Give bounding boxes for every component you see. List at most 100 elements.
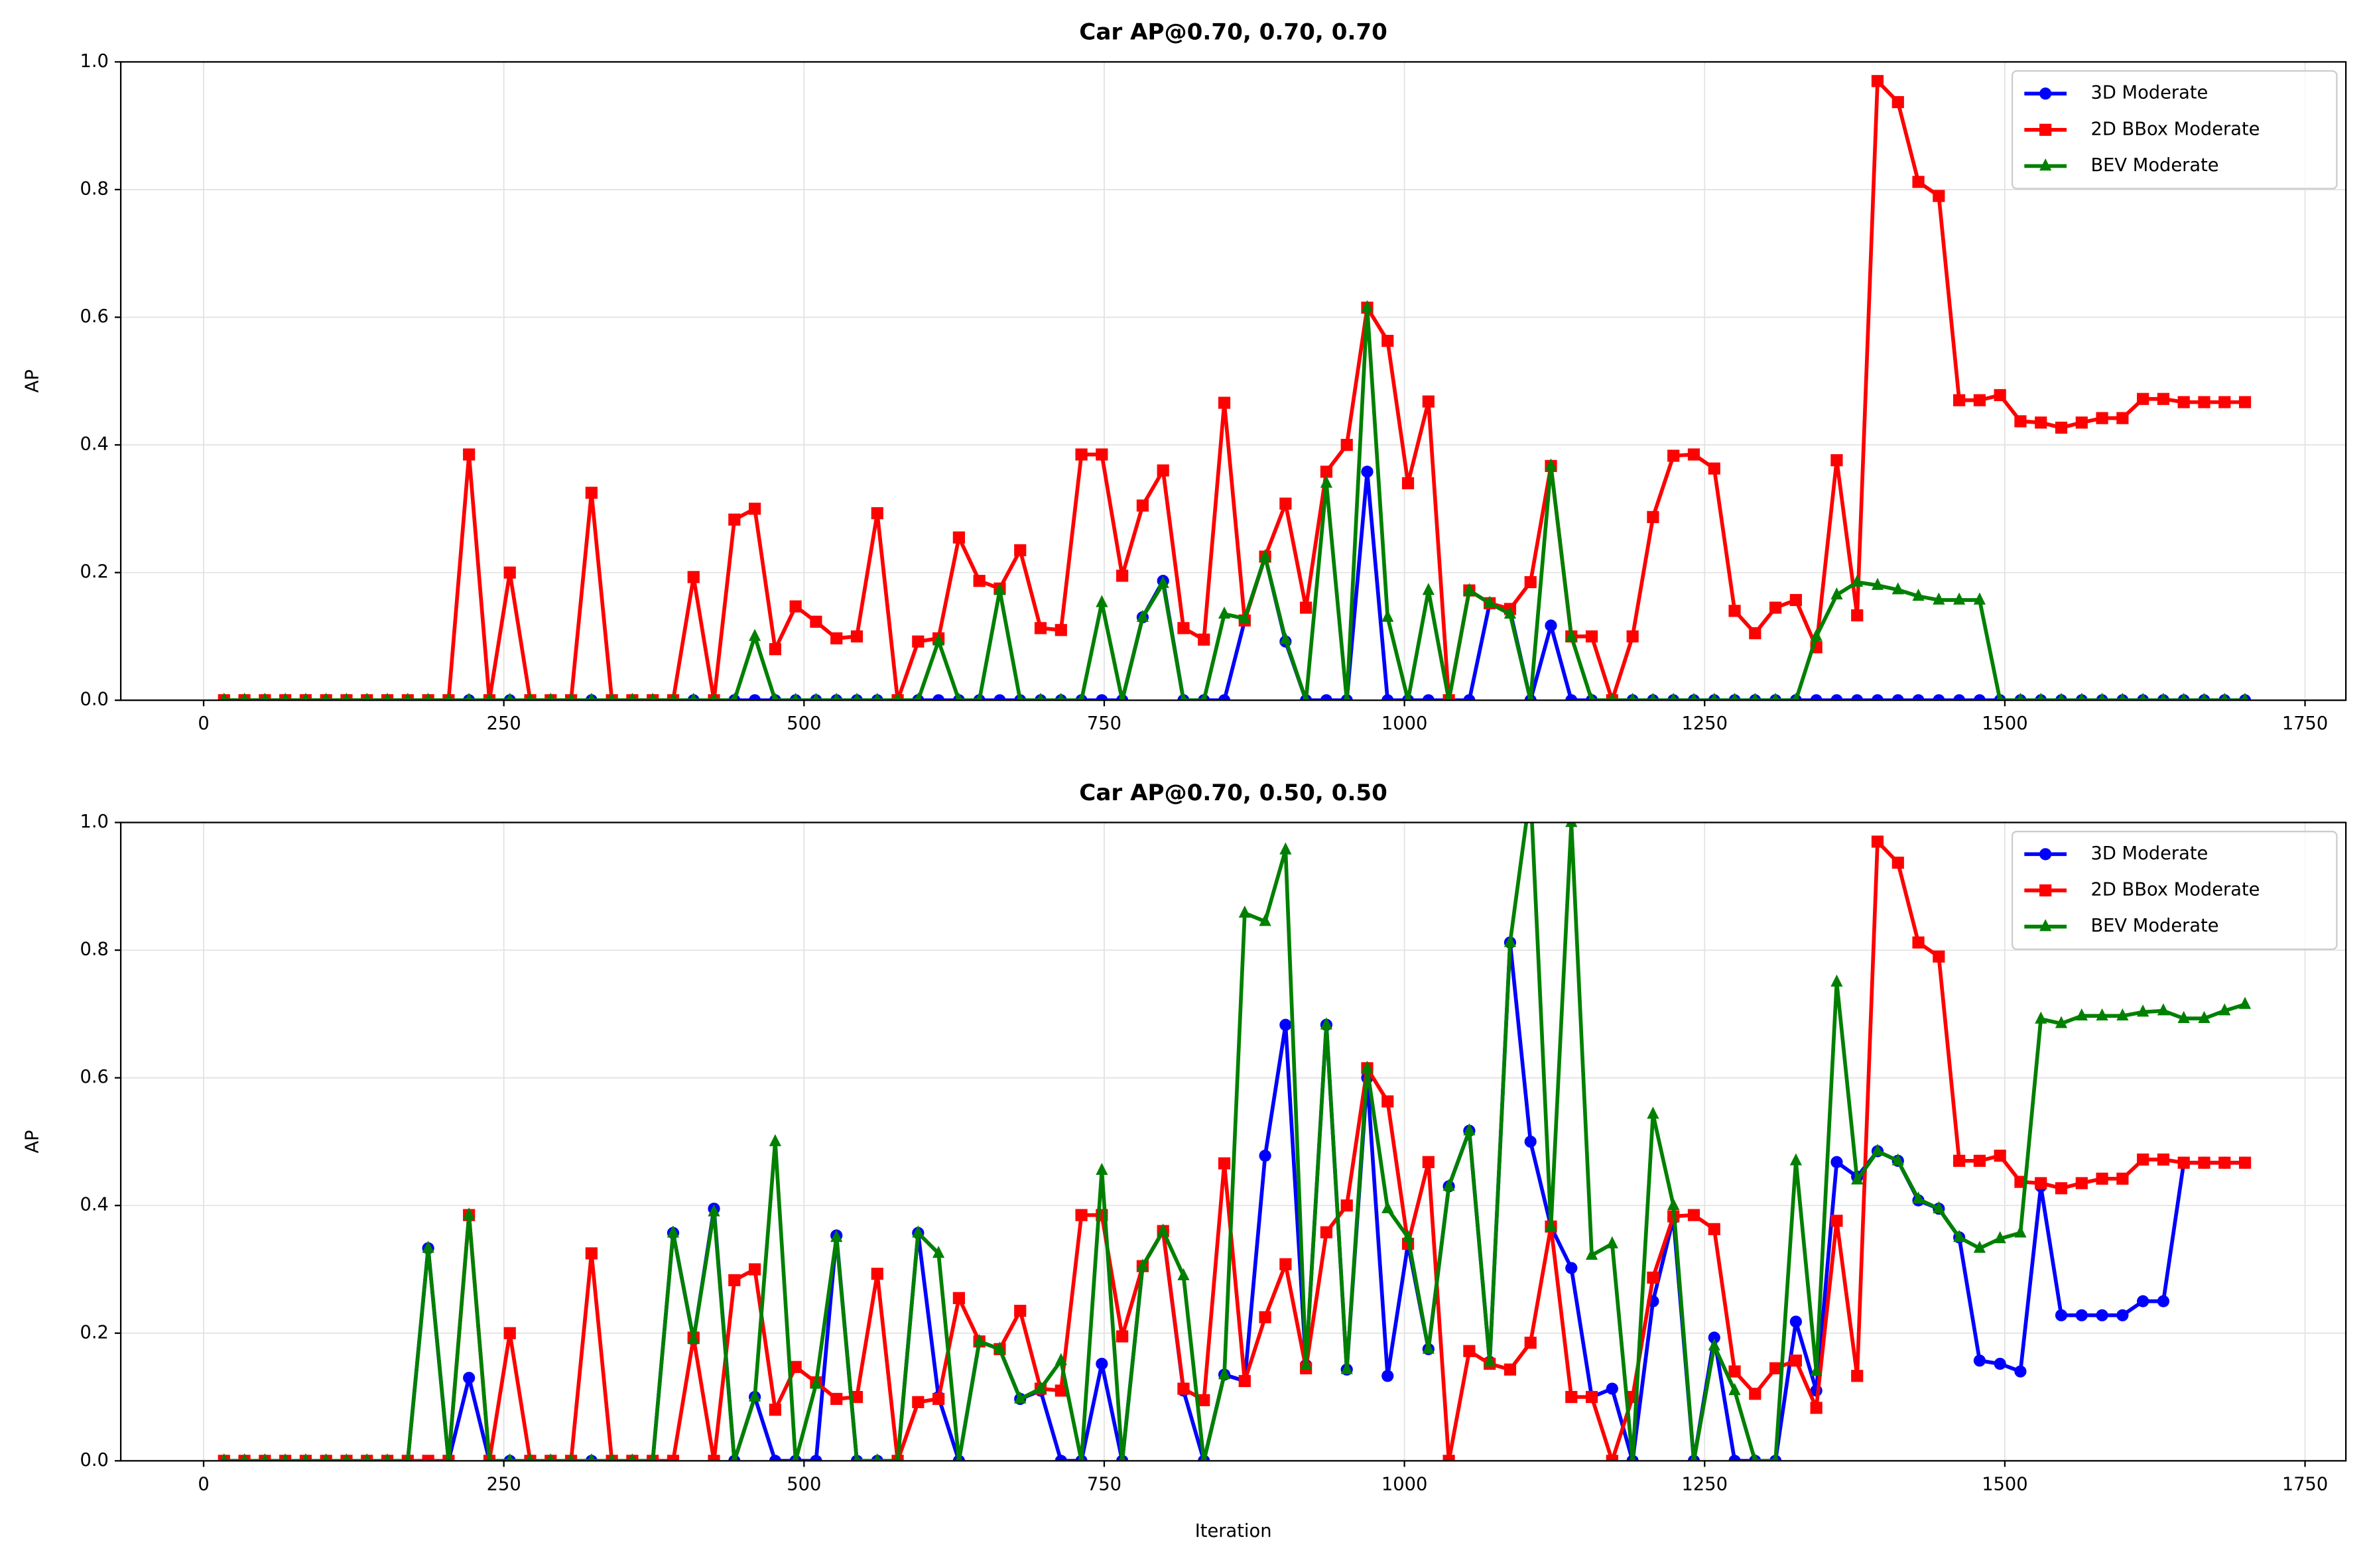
- marker: [1891, 95, 1904, 109]
- marker: [585, 1247, 598, 1260]
- marker: [485, 1453, 493, 1461]
- marker: [1830, 694, 1843, 701]
- marker: [2116, 1008, 2129, 1021]
- marker: [667, 1455, 680, 1461]
- series-line: [224, 839, 2246, 1461]
- marker: [1891, 582, 1904, 595]
- marker: [873, 692, 881, 701]
- marker: [952, 531, 965, 544]
- marker: [1669, 692, 1677, 701]
- y-tick-label: 0.4: [80, 1195, 108, 1215]
- marker: [1524, 575, 1537, 589]
- marker: [1503, 1363, 1517, 1376]
- marker: [1077, 692, 1086, 701]
- marker: [1014, 1391, 1027, 1404]
- marker: [1320, 475, 1333, 488]
- marker: [1690, 692, 1698, 701]
- x-tick-label: 1250: [1682, 713, 1728, 734]
- marker: [912, 1225, 925, 1238]
- marker: [1649, 692, 1657, 701]
- marker: [2116, 412, 2129, 424]
- marker: [932, 1246, 945, 1258]
- marker: [1994, 1150, 2006, 1162]
- marker: [1588, 692, 1596, 701]
- marker: [465, 692, 473, 701]
- marker: [853, 692, 861, 701]
- marker: [1710, 692, 1718, 701]
- legend-label: 3D Moderate: [2090, 83, 2208, 103]
- marker: [1096, 694, 1108, 701]
- marker: [1933, 190, 1945, 202]
- marker: [2200, 692, 2208, 701]
- marker: [1381, 1370, 1394, 1382]
- marker: [952, 1292, 965, 1304]
- marker: [730, 692, 738, 701]
- marker: [769, 1455, 781, 1461]
- legend-label: BEV Moderate: [2090, 155, 2218, 176]
- marker: [1198, 1394, 1210, 1406]
- marker: [1830, 1215, 1843, 1227]
- marker: [1177, 622, 1190, 634]
- marker: [2039, 123, 2052, 136]
- y-tick-label: 1.0: [80, 812, 108, 832]
- x-axis-label: Iteration: [1195, 1521, 1272, 1541]
- marker: [1728, 605, 1741, 617]
- marker: [1708, 1338, 1720, 1351]
- marker: [2157, 1153, 2170, 1166]
- marker: [830, 632, 843, 644]
- marker: [2218, 1003, 2231, 1016]
- marker: [728, 513, 741, 526]
- marker: [973, 1333, 986, 1347]
- marker: [1320, 694, 1333, 701]
- marker: [932, 1392, 945, 1406]
- marker: [1381, 694, 1394, 701]
- marker: [789, 1360, 802, 1373]
- marker: [302, 1453, 310, 1461]
- marker: [2238, 396, 2252, 408]
- marker: [1259, 914, 1271, 926]
- marker: [2057, 692, 2065, 701]
- series-line: [224, 822, 2246, 1461]
- marker: [404, 692, 412, 701]
- marker: [1728, 1455, 1741, 1461]
- marker: [2039, 919, 2052, 932]
- marker: [1912, 176, 1925, 188]
- marker: [1422, 395, 1435, 408]
- marker: [281, 692, 289, 701]
- marker: [1218, 1157, 1231, 1170]
- marker: [1953, 1229, 1966, 1242]
- marker: [1096, 1162, 1108, 1176]
- marker: [1830, 587, 1843, 600]
- marker: [1422, 694, 1435, 701]
- marker: [1525, 783, 1537, 795]
- marker: [342, 692, 351, 701]
- marker: [2198, 1156, 2210, 1169]
- marker: [463, 1372, 476, 1384]
- marker: [1912, 588, 1925, 601]
- marker: [893, 692, 902, 701]
- marker: [2039, 88, 2052, 100]
- x-tick-label: 1750: [2282, 1474, 2328, 1494]
- y-tick-label: 0.8: [80, 939, 108, 960]
- marker: [1075, 448, 1088, 461]
- marker: [1565, 1390, 1578, 1404]
- marker: [2177, 1156, 2190, 1169]
- marker: [1361, 465, 1374, 478]
- marker: [1912, 936, 1925, 949]
- marker: [1810, 1364, 1823, 1376]
- marker: [1463, 1345, 1476, 1357]
- series-line: [224, 469, 2246, 701]
- marker: [769, 1134, 781, 1146]
- marker: [1279, 842, 1292, 855]
- marker: [1463, 694, 1476, 701]
- marker: [812, 692, 820, 701]
- marker: [1340, 438, 1353, 452]
- marker: [1933, 1201, 1945, 1213]
- marker: [503, 1327, 516, 1339]
- marker: [2159, 692, 2167, 701]
- marker: [628, 692, 637, 701]
- marker: [2096, 1309, 2108, 1321]
- marker: [1055, 1353, 1067, 1366]
- marker: [2035, 1011, 2047, 1024]
- marker: [1401, 1229, 1415, 1242]
